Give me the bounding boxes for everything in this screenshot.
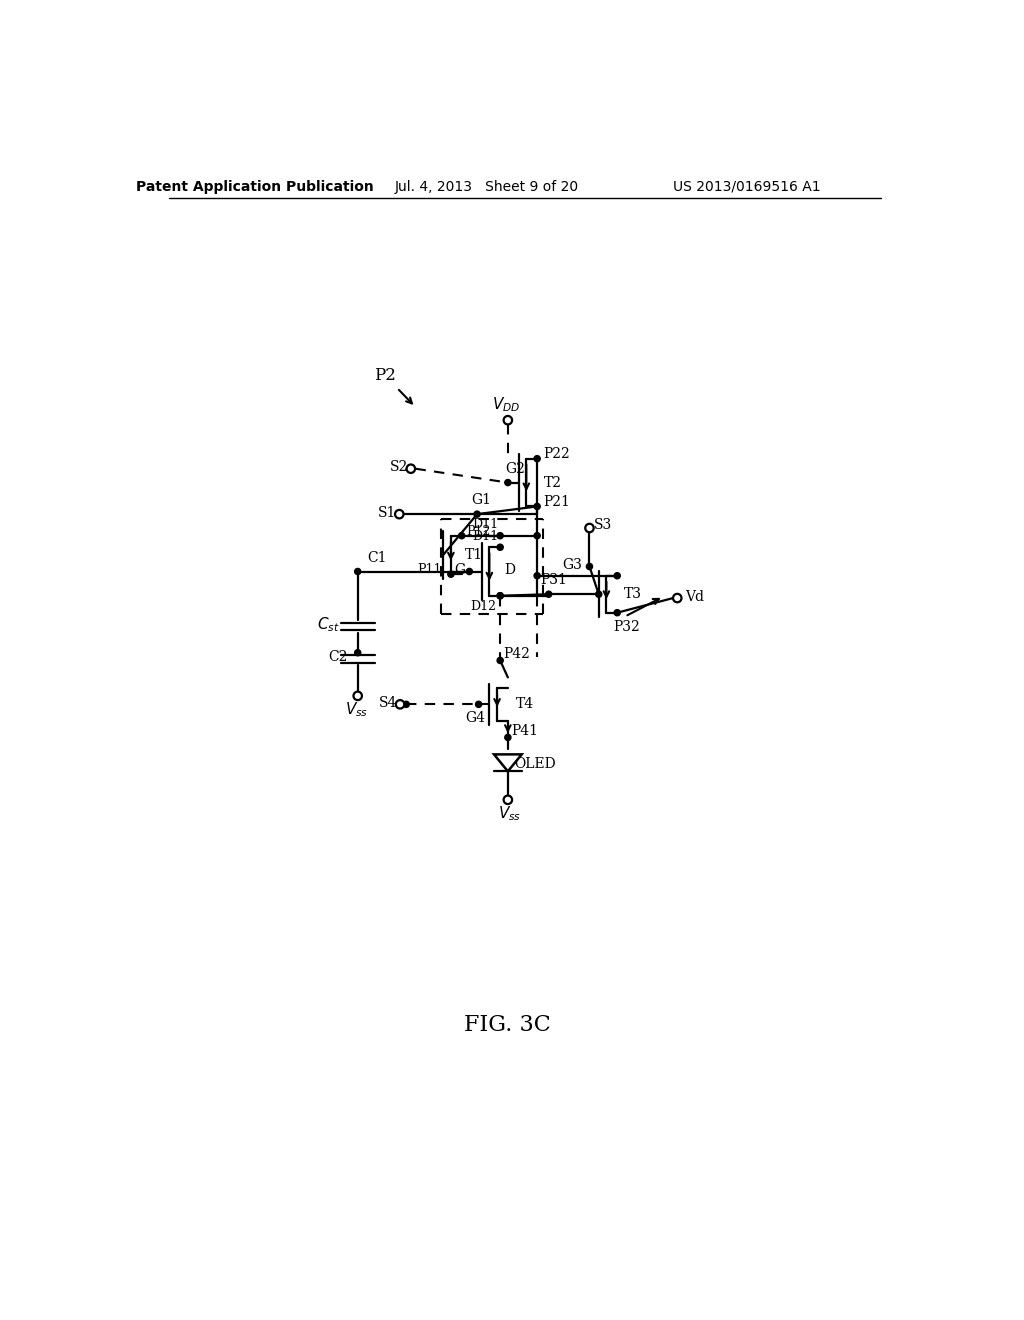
- Text: G3: G3: [562, 558, 583, 572]
- Text: D12: D12: [470, 601, 497, 612]
- Circle shape: [535, 532, 541, 539]
- Circle shape: [497, 532, 503, 539]
- Circle shape: [474, 511, 480, 517]
- Circle shape: [353, 692, 361, 700]
- Text: C2: C2: [328, 651, 347, 664]
- Circle shape: [535, 573, 541, 578]
- Circle shape: [475, 701, 481, 708]
- Text: P2: P2: [374, 367, 395, 384]
- Text: T3: T3: [624, 587, 642, 601]
- Circle shape: [673, 594, 682, 602]
- Circle shape: [497, 593, 503, 599]
- Circle shape: [354, 569, 360, 574]
- Text: G1: G1: [472, 494, 492, 507]
- Circle shape: [587, 564, 593, 570]
- Text: T4: T4: [516, 697, 534, 711]
- Circle shape: [466, 569, 472, 574]
- Text: S3: S3: [594, 517, 612, 532]
- Text: P22: P22: [544, 447, 570, 461]
- Text: G: G: [455, 562, 466, 577]
- Text: Vd: Vd: [685, 590, 703, 603]
- Circle shape: [614, 573, 621, 578]
- Text: D: D: [504, 562, 515, 577]
- Text: G2: G2: [506, 462, 525, 475]
- Text: $V_{DD}$: $V_{DD}$: [493, 396, 520, 414]
- Circle shape: [396, 700, 404, 709]
- Text: C1: C1: [368, 550, 387, 565]
- Text: P21: P21: [544, 495, 570, 508]
- Text: Jul. 4, 2013   Sheet 9 of 20: Jul. 4, 2013 Sheet 9 of 20: [394, 180, 579, 194]
- Text: P32: P32: [613, 619, 640, 634]
- Circle shape: [535, 503, 541, 510]
- Circle shape: [504, 416, 512, 425]
- Circle shape: [546, 591, 552, 598]
- Circle shape: [407, 465, 415, 473]
- Text: OLED: OLED: [514, 758, 556, 771]
- Text: P41: P41: [511, 725, 539, 738]
- Text: S2: S2: [389, 461, 408, 474]
- Text: P12: P12: [466, 524, 490, 537]
- Circle shape: [504, 796, 512, 804]
- Text: D11: D11: [472, 519, 499, 532]
- Circle shape: [497, 544, 503, 550]
- Text: S4: S4: [379, 696, 397, 710]
- Circle shape: [505, 479, 511, 486]
- Circle shape: [596, 591, 602, 598]
- Circle shape: [403, 701, 410, 708]
- Text: T1: T1: [465, 548, 483, 562]
- Circle shape: [535, 455, 541, 462]
- Text: S1: S1: [378, 506, 396, 520]
- Circle shape: [586, 524, 594, 532]
- Circle shape: [614, 610, 621, 615]
- Text: FIG. 3C: FIG. 3C: [465, 1014, 551, 1036]
- Text: G4: G4: [466, 711, 485, 725]
- Circle shape: [459, 532, 465, 539]
- Text: Patent Application Publication: Patent Application Publication: [136, 180, 374, 194]
- Text: P31: P31: [540, 573, 566, 587]
- Circle shape: [447, 572, 454, 577]
- Text: $C_{st}$: $C_{st}$: [317, 615, 340, 635]
- Text: D11: D11: [472, 529, 499, 543]
- Circle shape: [497, 657, 503, 664]
- Text: $V_{ss}$: $V_{ss}$: [344, 701, 368, 719]
- Text: T2: T2: [544, 475, 561, 490]
- Circle shape: [505, 734, 511, 741]
- Circle shape: [354, 649, 360, 656]
- Text: US 2013/0169516 A1: US 2013/0169516 A1: [673, 180, 820, 194]
- Text: P42: P42: [504, 647, 530, 661]
- Text: P11: P11: [417, 564, 441, 576]
- Text: $V_{ss}$: $V_{ss}$: [498, 804, 521, 824]
- Circle shape: [497, 593, 503, 599]
- Circle shape: [395, 510, 403, 519]
